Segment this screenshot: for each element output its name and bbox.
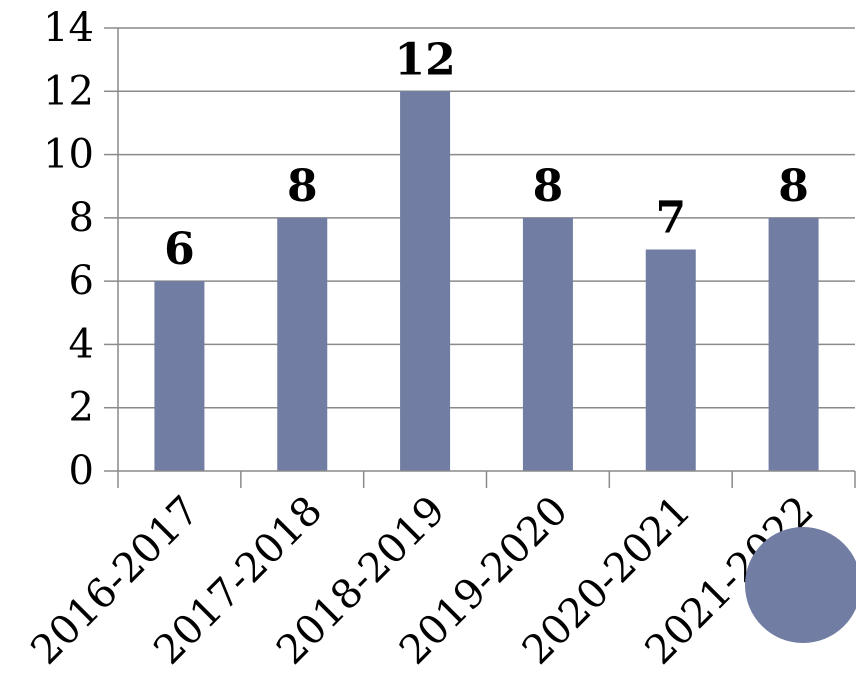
data-labels: 6 8 12 8 7 8 <box>164 34 809 275</box>
x-tick-labels: 2016-20172017-20182018-20192019-20202020… <box>22 488 822 674</box>
y-tick-label: 12 <box>43 68 94 114</box>
y-tick-label: 10 <box>43 132 94 178</box>
data-label: 8 <box>778 161 809 212</box>
decorative-circle <box>745 527 856 643</box>
data-label: 6 <box>164 224 195 275</box>
axes <box>104 27 856 488</box>
data-label: 8 <box>533 161 564 212</box>
data-label: 8 <box>287 161 318 212</box>
y-tick-labels: 0 2 4 6 8 10 12 14 <box>43 5 94 494</box>
bar-2018-2019 <box>400 91 451 472</box>
bar-2017-2018 <box>277 217 328 471</box>
gridlines <box>118 27 855 409</box>
bar-2019-2020 <box>522 217 573 471</box>
bar-2021-2022 <box>768 217 819 471</box>
bar-2020-2021 <box>645 249 696 471</box>
data-label: 12 <box>394 34 455 85</box>
y-tick-label: 14 <box>43 5 94 51</box>
y-tick-label: 2 <box>69 385 94 431</box>
y-tick-label: 4 <box>69 321 94 367</box>
y-tick-label: 8 <box>69 195 94 241</box>
data-label: 7 <box>655 193 686 244</box>
y-tick-label: 0 <box>69 448 94 494</box>
y-tick-label: 6 <box>69 258 94 304</box>
bars <box>154 91 819 472</box>
bar-2016-2017 <box>154 281 205 471</box>
